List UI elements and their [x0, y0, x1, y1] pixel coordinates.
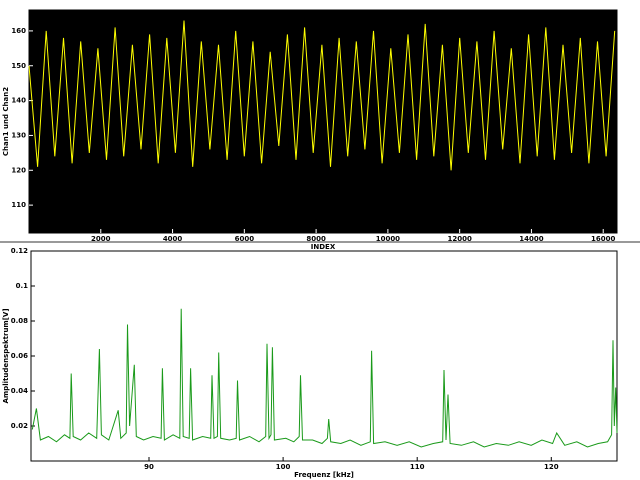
- x-tick-label: 12000: [447, 235, 471, 243]
- y-tick-label: 140: [11, 97, 26, 105]
- y-tick-label: 0.02: [11, 422, 28, 430]
- x-tick-label: 8000: [306, 235, 326, 243]
- y-tick-label: 130: [11, 131, 26, 139]
- y-axis-label: Chan1 und Chan2: [2, 87, 10, 156]
- x-tick-label: 16000: [591, 235, 615, 243]
- x-tick-label: 14000: [519, 235, 543, 243]
- x-tick-label: 120: [544, 463, 559, 471]
- y-tick-label: 0.12: [11, 247, 28, 255]
- y-tick-label: 120: [11, 166, 26, 174]
- y-tick-label: 0.08: [11, 317, 28, 325]
- y-axis-label: Amplitudenspektrum[V]: [2, 308, 10, 403]
- y-tick-label: 0.04: [11, 387, 28, 395]
- y-tick-label: 0.1: [16, 282, 29, 290]
- x-tick-label: 90: [144, 463, 154, 471]
- plot-area: [28, 9, 618, 234]
- y-tick-label: 160: [11, 27, 26, 35]
- y-tick-label: 150: [11, 62, 26, 70]
- y-tick-label: 110: [11, 201, 26, 209]
- x-tick-label: 110: [410, 463, 425, 471]
- signal-line: [28, 20, 616, 171]
- x-tick-label: 100: [276, 463, 291, 471]
- plot-area: [30, 250, 618, 462]
- x-tick-label: 10000: [376, 235, 400, 243]
- y-tick-label: 0.06: [11, 352, 28, 360]
- x-tick-label: 6000: [235, 235, 255, 243]
- signal-line: [31, 308, 618, 448]
- x-tick-label: 4000: [163, 235, 183, 243]
- x-axis-label: INDEX: [311, 243, 336, 251]
- x-axis-label: Frequenz [kHz]: [294, 471, 354, 479]
- x-tick-label: 2000: [91, 235, 111, 243]
